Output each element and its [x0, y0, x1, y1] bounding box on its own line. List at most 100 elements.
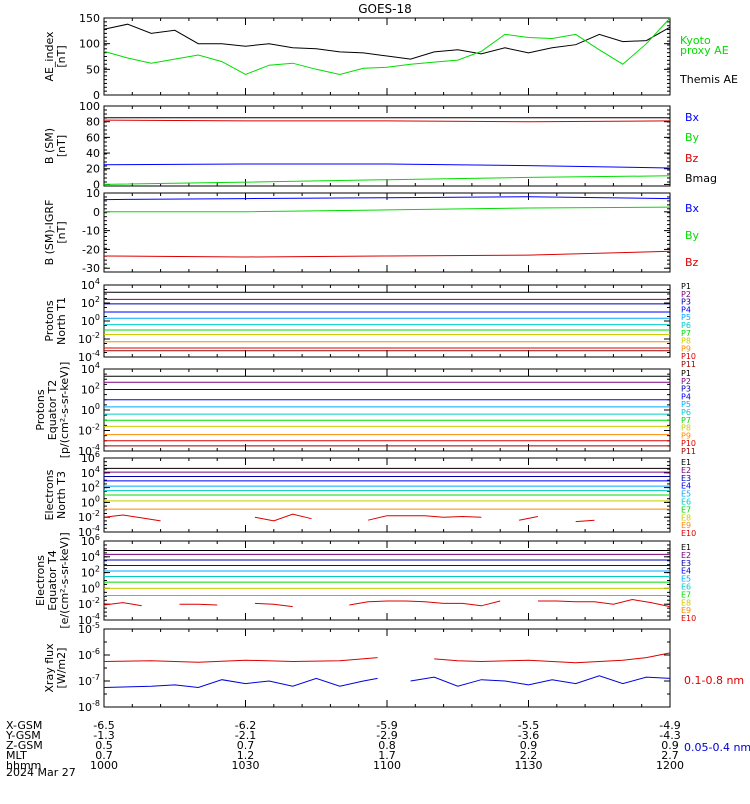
panel-5: 10-4 10-2 100 102 104 Protons Equator T2 [p/(cm…: [34, 361, 696, 458]
y-axis-label: [nT]: [55, 135, 68, 157]
y-tick-label: 10-2: [78, 596, 100, 611]
series-line-0-05-0-4-nm: [103, 675, 671, 689]
series-line-0-1-0-8-nm: [103, 652, 671, 664]
legend-entry: E2: [681, 466, 691, 475]
ephemeris-value: -6.5: [93, 719, 114, 732]
y-axis-label: [nT]: [55, 45, 68, 67]
ephemeris-value: 2.7: [661, 749, 679, 762]
y-tick-label: 0: [93, 206, 100, 219]
legend-entry: P6: [681, 408, 691, 417]
legend-entry: P11: [681, 447, 696, 456]
plot-title: GOES-18: [358, 2, 412, 16]
legend-entry: P10: [681, 352, 696, 361]
y-axis-label: [p/(cm²-s-sr-keV)]: [58, 362, 71, 459]
panel-frame: [103, 628, 671, 708]
y-tick-label: 106: [81, 533, 100, 548]
y-tick-label: 0: [93, 89, 100, 102]
y-tick-label: 60: [86, 131, 100, 144]
ephemeris-table: X-GSMY-GSMZ-GSMMLThhmm-6.5-1.30.50.71000…: [5, 719, 684, 772]
y-tick-label: 0: [93, 178, 100, 191]
legend-entry: E7: [681, 505, 691, 514]
y-tick-label: 10-2: [78, 509, 100, 524]
series-line-e10: [103, 598, 671, 608]
y-axis-label: North T1: [55, 297, 68, 345]
y-axis-label: AE_index: [43, 31, 56, 82]
panel-3: -30 -20 -10 0 10 B (SM)-IGRF [nT] Bx By Bz: [43, 187, 700, 275]
legend-entry: E4: [681, 482, 691, 491]
y-axis-label: Xray flux: [43, 643, 56, 693]
legend-entry: P4: [681, 392, 691, 401]
legend-entry: E1: [681, 543, 691, 552]
ephemeris-value: -3.6: [518, 729, 539, 742]
ephemeris-value: -2.9: [376, 729, 397, 742]
series-line-bx: [103, 163, 671, 169]
legend-entry: Bx: [685, 111, 700, 124]
ephemeris-label: MLT: [6, 749, 27, 762]
y-tick-label: 150: [79, 12, 100, 25]
ephemeris-value: 2.2: [520, 749, 538, 762]
series-line-by: [103, 175, 671, 185]
y-axis-label: Equator T4: [46, 550, 59, 610]
ephemeris-value: 0.7: [237, 739, 255, 752]
legend-entry: P9: [681, 431, 691, 440]
y-tick-label: 100: [81, 494, 100, 509]
ephemeris-value: 0.9: [661, 739, 679, 752]
ephemeris-value: 0.5: [95, 739, 113, 752]
ephemeris-value: 1.7: [378, 749, 396, 762]
legend-entry: E3: [681, 474, 691, 483]
y-axis-label: Electrons: [43, 469, 56, 520]
legend-entry: P2: [681, 377, 691, 386]
y-axis-label: [nT]: [55, 221, 68, 243]
legend-entry: P8: [681, 424, 691, 433]
date-label: 2024 Mar 27: [6, 766, 76, 779]
legend-entry: P4: [681, 305, 691, 314]
ephemeris-value: -5.9: [376, 719, 397, 732]
series-line-e10: [103, 513, 595, 523]
legend-entry: P7: [681, 416, 691, 425]
legend-entry: E5: [681, 490, 691, 499]
legend-entry: E10: [681, 529, 696, 538]
legend-entry: Bmag: [685, 172, 717, 185]
ephemeris-label: Y-GSM: [5, 729, 41, 742]
ephemeris-label: X-GSM: [6, 719, 42, 732]
panel-4: 10-4 10-2 100 102 104 Protons North T1 P1P2P3P4…: [43, 277, 696, 369]
legend-entry: E10: [681, 614, 696, 623]
legend-entry: P2: [681, 290, 691, 299]
legend-entry: 0.05-0.4 nm: [684, 741, 750, 754]
ephemeris-value: -4.9: [659, 719, 680, 732]
y-tick-label: 100: [81, 313, 100, 328]
ephemeris-value: -2.1: [235, 729, 256, 742]
y-axis-label: [e/(cm²-s-sr-keV)]: [58, 532, 71, 628]
y-tick-label: 50: [86, 63, 100, 76]
y-axis-label: B (SM): [43, 128, 56, 164]
y-tick-label: -20: [82, 243, 100, 256]
legend-entry: P3: [681, 298, 691, 307]
y-tick-label: 20: [86, 163, 100, 176]
legend-entry: 0.1-0.8 nm: [684, 674, 744, 687]
series-line-kyoto-proxy-ae: [103, 17, 671, 76]
y-tick-label: 10-5: [78, 621, 100, 636]
y-tick-label: 102: [81, 295, 100, 310]
panel-8: 10-8 10-7 10-6 10-5 Xray flux [W/m2] 0.1-0.8 n…: [43, 621, 750, 754]
y-tick-label: -30: [82, 262, 100, 275]
legend-entry: P1: [681, 282, 691, 291]
ephemeris-value: 1030: [232, 759, 260, 772]
panel-2: 0 20 40 60 80 100 B (SM) [nT] Bx By Bz Bmag: [43, 100, 717, 191]
legend-entry: Bx: [685, 202, 700, 215]
legend-entry: E1: [681, 458, 691, 467]
y-tick-label: 10-4: [78, 524, 100, 539]
legend-entry: E9: [681, 606, 691, 615]
y-tick-label: 10-2: [78, 331, 100, 346]
y-tick-label: 104: [81, 361, 100, 376]
series-line-themis-ae: [103, 23, 671, 60]
legend-entry: E4: [681, 567, 691, 576]
y-tick-label: -10: [82, 225, 100, 238]
y-tick-label: 10-2: [78, 423, 100, 438]
y-tick-label: 102: [81, 480, 100, 495]
series-line-bx: [103, 196, 671, 201]
y-tick-label: 10-4: [78, 349, 100, 364]
